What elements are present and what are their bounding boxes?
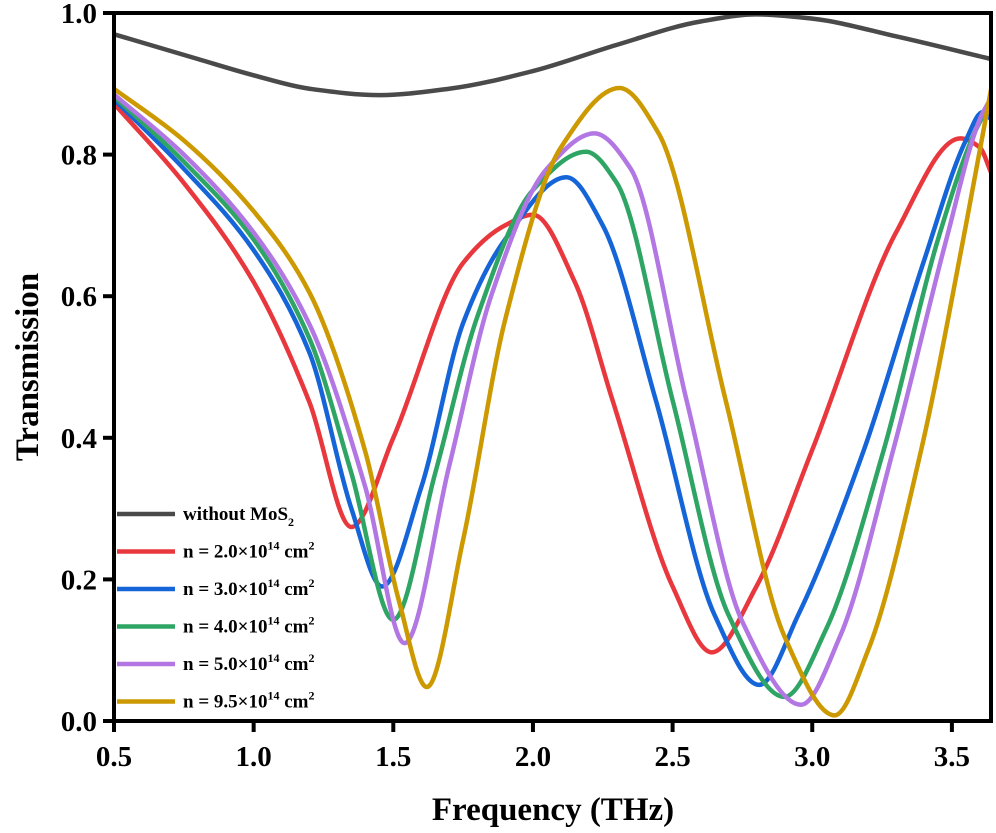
y-tick-label: 0.8	[61, 140, 97, 172]
legend-label: n = 2.0×1014 cm2	[183, 539, 315, 563]
legend-item-3: n = 4.0×1014 cm2	[117, 614, 315, 638]
series-line-1	[114, 101, 991, 655]
legend-label: n = 9.5×1014 cm2	[183, 689, 315, 713]
x-tick-label: 3.5	[934, 741, 970, 773]
legend-item-1: n = 2.0×1014 cm2	[117, 539, 315, 563]
legend-item-2: n = 3.0×1014 cm2	[117, 576, 315, 600]
y-tick-label: 1.0	[61, 0, 97, 30]
legend-label: n = 3.0×1014 cm2	[183, 576, 315, 600]
legend-label: n = 5.0×1014 cm2	[183, 651, 315, 675]
y-tick-label: 0.6	[61, 281, 97, 313]
series-line-4	[114, 92, 991, 707]
series-line-0	[114, 13, 991, 98]
series-line-2	[114, 97, 991, 688]
series-line-5	[114, 85, 991, 718]
legend-item-0: without MoS2	[117, 504, 294, 529]
y-axis: 0.0 0.2 0.4 0.6 0.8 1.0	[61, 0, 114, 738]
legend: without MoS2 n = 2.0×1014 cm2 n = 3.0×1014…	[117, 504, 315, 713]
series-line-3	[114, 94, 991, 700]
plot-frame	[112, 11, 993, 723]
x-tick-label: 1.0	[236, 741, 272, 773]
legend-item-5: n = 9.5×1014 cm2	[117, 689, 315, 713]
x-tick-label: 1.5	[375, 741, 411, 773]
legend-label: without MoS2	[183, 504, 294, 529]
x-tick-label: 0.5	[96, 741, 132, 773]
y-axis-title: Transmission	[10, 273, 46, 461]
legend-label: n = 4.0×1014 cm2	[183, 614, 315, 638]
y-tick-label: 0.2	[61, 564, 97, 596]
series-layer	[114, 13, 991, 718]
x-axis: 0.5 1.0 1.5 2.0 2.5 3.0 3.5	[96, 721, 970, 773]
x-axis-title: Frequency (THz)	[432, 792, 674, 828]
x-tick-label: 3.0	[794, 741, 830, 773]
x-tick-label: 2.5	[654, 741, 690, 773]
y-tick-label: 0.0	[61, 706, 97, 738]
legend-item-4: n = 5.0×1014 cm2	[117, 651, 315, 675]
y-tick-label: 0.4	[61, 423, 97, 455]
x-tick-label: 2.0	[515, 741, 551, 773]
